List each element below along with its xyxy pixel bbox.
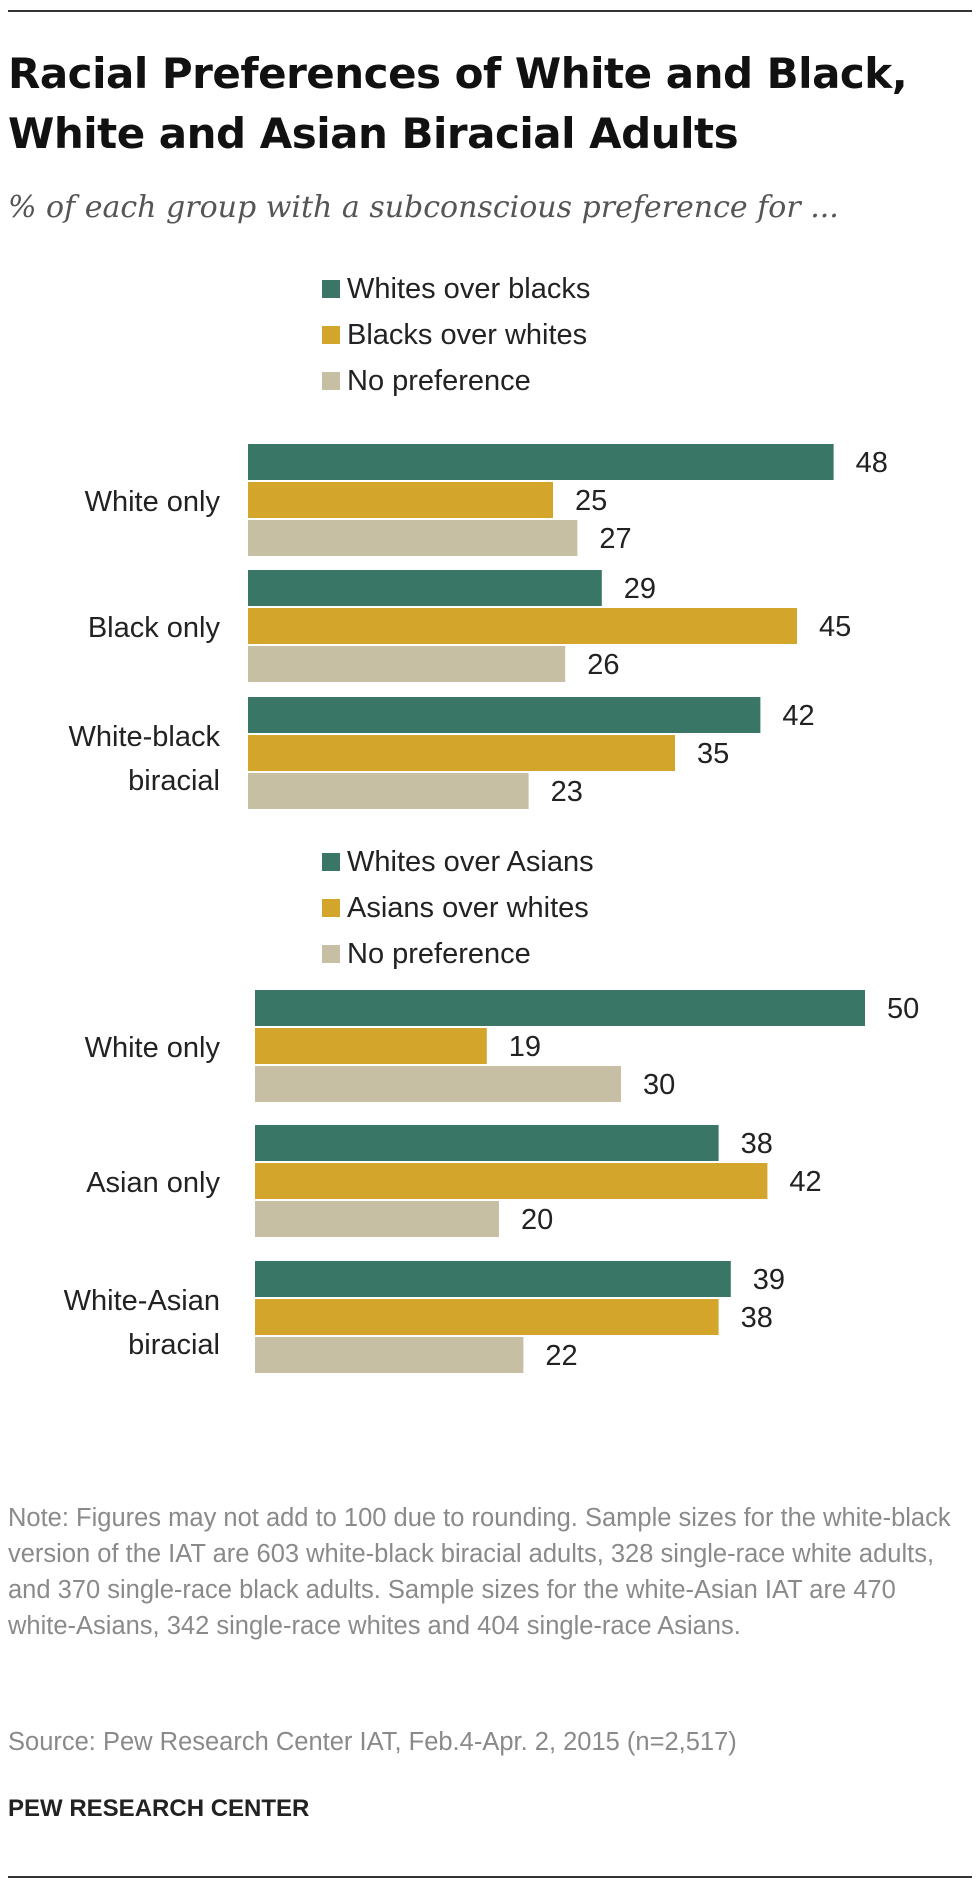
category-label: White-Asian biracial (64, 1285, 220, 1361)
data-label: 38 (741, 1128, 773, 1160)
chart-source: Source: Pew Research Center IAT, Feb.4-A… (8, 1728, 737, 1756)
bar (255, 1337, 524, 1373)
bar (248, 735, 675, 771)
legend-label: Asians over whites (347, 892, 589, 924)
bar (255, 1299, 719, 1335)
bar (248, 444, 834, 480)
chart-area: Whites over blacks Blacks over whites No p… (64, 273, 919, 1373)
brand-name: PEW RESEARCH CENTER (8, 1795, 310, 1822)
data-label: 20 (521, 1204, 553, 1236)
legend-label: Whites over blacks (347, 273, 590, 305)
data-label: 23 (551, 776, 583, 808)
legend-swatch (322, 899, 340, 917)
bar (248, 646, 566, 682)
legend-swatch (322, 372, 340, 390)
legend-label: Whites over Asians (347, 846, 594, 878)
category-label: White-black biracial (69, 721, 221, 797)
legend-label: Blacks over whites (347, 319, 587, 351)
data-label: 19 (509, 1031, 541, 1063)
bar (255, 990, 865, 1026)
legend-label: No preference (347, 938, 531, 970)
legend-swatch (322, 853, 340, 871)
category-label: Asian only (86, 1167, 220, 1199)
data-label: 42 (782, 700, 814, 732)
data-label: 30 (643, 1069, 675, 1101)
category-label: Black only (88, 612, 221, 644)
chart-note: Note: Figures may not add to 100 due to … (8, 1504, 951, 1640)
data-label: 42 (789, 1166, 821, 1198)
data-label: 22 (545, 1340, 577, 1372)
data-label: 38 (741, 1302, 773, 1334)
bar (248, 482, 553, 518)
bar (255, 1201, 499, 1237)
bar (255, 1066, 621, 1102)
data-label: 48 (856, 447, 888, 479)
bar (255, 1163, 768, 1199)
bar (255, 1028, 487, 1064)
legend-swatch (322, 326, 340, 344)
legend-swatch (322, 280, 340, 298)
legend-swatch (322, 945, 340, 963)
bar (248, 570, 602, 606)
data-label: 27 (599, 523, 631, 555)
category-label: White only (85, 486, 221, 518)
data-label: 26 (587, 649, 619, 681)
bottom-rule (8, 1876, 972, 1878)
data-label: 45 (819, 611, 851, 643)
data-label: 50 (887, 993, 919, 1025)
legend-label: No preference (347, 365, 531, 397)
bar (248, 773, 529, 809)
top-rule (8, 10, 972, 12)
bar (248, 520, 578, 556)
bar (248, 697, 761, 733)
chart-title: Racial Preferences of White and Black, W… (8, 49, 908, 158)
chart-subtitle: % of each group with a subconscious pref… (8, 190, 839, 225)
data-label: 29 (624, 573, 656, 605)
bar (255, 1125, 719, 1161)
category-label: White only (85, 1032, 221, 1064)
data-label: 35 (697, 738, 729, 770)
bar (248, 608, 797, 644)
bar (255, 1261, 731, 1297)
data-label: 39 (753, 1264, 785, 1296)
data-label: 25 (575, 485, 607, 517)
